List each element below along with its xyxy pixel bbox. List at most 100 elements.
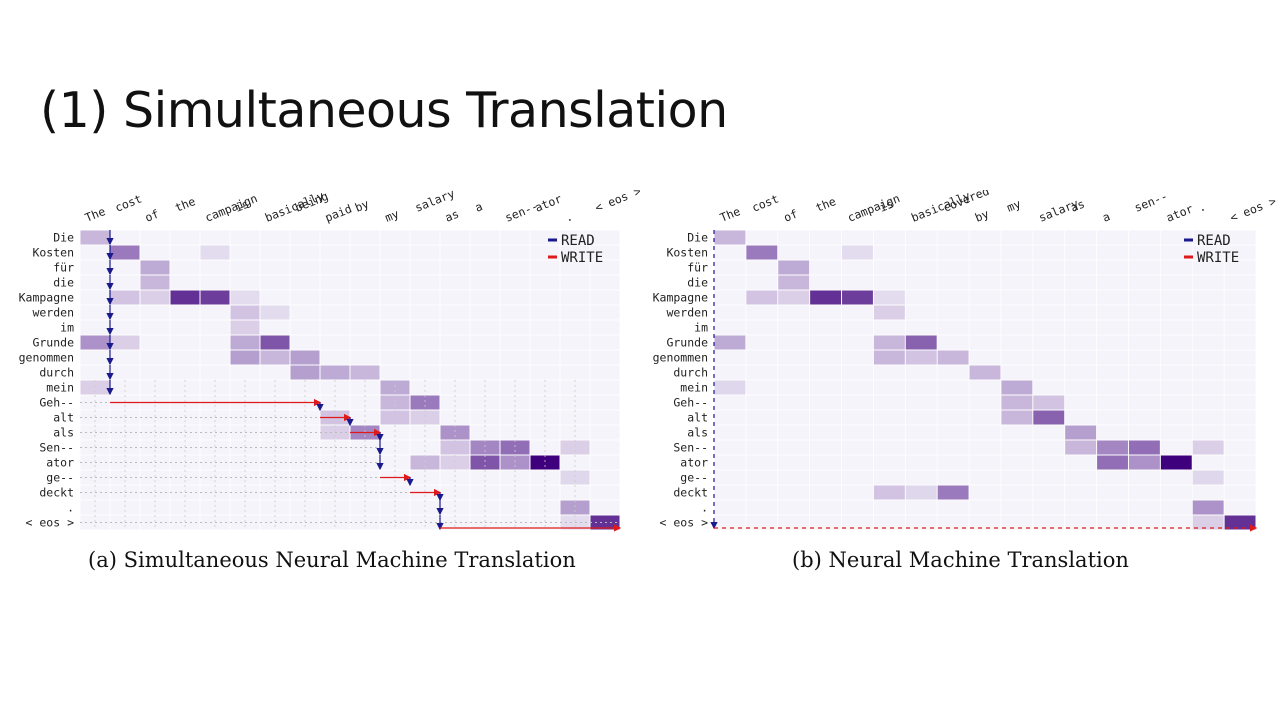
- heatmap-cell: [110, 290, 140, 305]
- y-tick-label: Die: [53, 231, 74, 245]
- y-tick-label: genommen: [653, 351, 708, 365]
- x-tick-label: < eos >: [593, 190, 640, 215]
- heatmap-cell: [778, 260, 810, 275]
- heatmap-cell: [1192, 515, 1224, 530]
- heatmap-cell: [905, 335, 937, 350]
- heatmap-cell: [410, 455, 440, 470]
- x-tick-label: a: [473, 199, 485, 215]
- heatmap-cell: [969, 365, 1001, 380]
- y-tick-label: im: [60, 321, 74, 335]
- heatmap-cell: [260, 350, 290, 365]
- heatmap-cell: [80, 380, 110, 395]
- heatmap-cell: [937, 485, 969, 500]
- heatmap-cell: [1128, 440, 1160, 455]
- legend-write-label: WRITE: [561, 250, 603, 266]
- x-tick-label: campaign: [203, 191, 260, 225]
- x-tick-label: is: [877, 197, 895, 215]
- heatmap-cell: [1192, 440, 1224, 455]
- heatmap-cell: [230, 320, 260, 335]
- y-tick-label: durch: [673, 366, 708, 380]
- x-tick-label: of: [143, 207, 161, 225]
- heatmap-cell: [1001, 410, 1033, 425]
- x-tick-label: cost: [113, 191, 144, 214]
- heatmap-cell: [320, 365, 350, 380]
- heatmap-cell: [410, 395, 440, 410]
- y-tick-label: < eos >: [26, 516, 75, 530]
- heatmap-cell: [290, 350, 320, 365]
- legend-read-label: READ: [561, 233, 595, 249]
- x-tick-label: the: [173, 194, 198, 215]
- heatmap-cell: [1128, 455, 1160, 470]
- heatmap-cell: [500, 440, 530, 455]
- caption-a-label: (a): [88, 548, 117, 572]
- y-tick-label: genommen: [19, 351, 74, 365]
- x-tick-label: is: [233, 197, 251, 215]
- y-tick-label: ator: [680, 456, 708, 470]
- heatmap-cell: [230, 350, 260, 365]
- x-tick-label: a: [1100, 209, 1112, 225]
- y-tick-label: die: [53, 276, 74, 290]
- y-tick-label: Grunde: [666, 336, 708, 350]
- heatmap-cell: [1065, 440, 1097, 455]
- y-tick-label: Grunde: [32, 336, 74, 350]
- heatmap-cell: [1192, 470, 1224, 485]
- heatmap-cell: [873, 350, 905, 365]
- heatmap-cell: [230, 335, 260, 350]
- heatmap-cell: [1160, 455, 1192, 470]
- heatmap-cell: [714, 380, 746, 395]
- heatmap-cell: [440, 455, 470, 470]
- heatmap-cell: [140, 260, 170, 275]
- heatmap-cell: [746, 245, 778, 260]
- heatmap-cell: [110, 335, 140, 350]
- x-tick-label: my: [383, 207, 401, 225]
- y-tick-label: als: [687, 426, 708, 440]
- x-tick-label: ator: [1164, 201, 1195, 224]
- x-tick-label: as: [443, 207, 461, 225]
- heatmap-cell: [290, 365, 320, 380]
- heatmap-cell: [873, 305, 905, 320]
- y-tick-label: alt: [53, 411, 74, 425]
- heatmap-cell: [778, 275, 810, 290]
- heatmap-cell: [260, 335, 290, 350]
- heatmap-cell: [140, 290, 170, 305]
- heatmap-cell: [560, 500, 590, 515]
- heatmap-cell: [170, 290, 200, 305]
- heatmap-cell: [440, 440, 470, 455]
- y-tick-label: deckt: [673, 486, 708, 500]
- heatmap-cell: [842, 245, 873, 260]
- y-tick-label: Geh--: [39, 396, 74, 410]
- heatmap-cell: [230, 305, 260, 320]
- y-tick-label: Kampagne: [19, 291, 74, 305]
- heatmap-cell: [560, 440, 590, 455]
- heatmap-cell: [1033, 395, 1065, 410]
- y-tick-label: .: [701, 501, 708, 515]
- heatmap-cell: [1192, 500, 1224, 515]
- heatmap-cell: [470, 440, 500, 455]
- y-tick-label: Kosten: [666, 246, 708, 260]
- x-tick-label: The: [718, 204, 743, 225]
- y-tick-label: Geh--: [673, 396, 708, 410]
- y-tick-label: < eos >: [660, 516, 709, 530]
- heatmap-cell: [500, 455, 530, 470]
- heatmap-cell: [1001, 395, 1033, 410]
- y-tick-label: für: [53, 261, 74, 275]
- y-tick-label: alt: [687, 411, 708, 425]
- slide-title: (1) Simultaneous Translation: [40, 82, 728, 139]
- x-tick-label: ator: [533, 191, 564, 214]
- heatmap-cell: [1001, 380, 1033, 395]
- x-tick-label: The: [83, 204, 108, 225]
- x-tick-label: cost: [750, 191, 781, 214]
- y-tick-label: Kampagne: [653, 291, 708, 305]
- legend-write-label: WRITE: [1197, 250, 1239, 266]
- y-tick-label: als: [53, 426, 74, 440]
- x-tick-label: of: [782, 207, 800, 225]
- heatmap-cell: [200, 290, 230, 305]
- heatmap-cell: [380, 410, 410, 425]
- heatmap-cell: [530, 455, 560, 470]
- y-tick-label: ge--: [46, 471, 74, 485]
- x-tick-label: the: [813, 194, 838, 215]
- heatmap-cell: [1065, 425, 1097, 440]
- y-tick-label: im: [694, 321, 708, 335]
- caption-b-label: (b): [792, 548, 822, 572]
